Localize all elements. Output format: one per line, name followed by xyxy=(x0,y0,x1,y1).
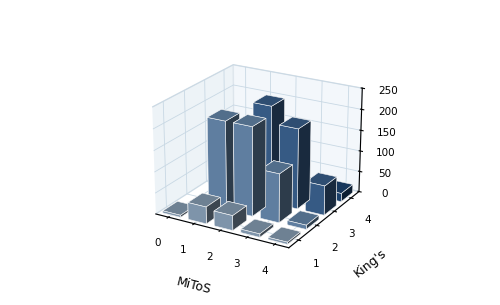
Y-axis label: King's: King's xyxy=(352,247,389,280)
X-axis label: MiToS: MiToS xyxy=(174,275,212,296)
